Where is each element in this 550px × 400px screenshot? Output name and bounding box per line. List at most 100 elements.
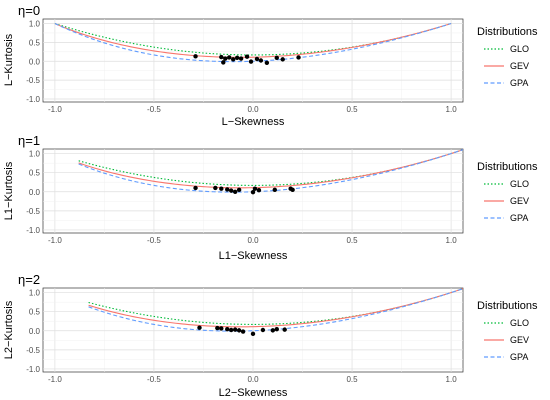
y-tick-label: -0.5 xyxy=(26,76,40,85)
panel-eta-0: η=0 -1.0 -0.5 0.0 0.5 1.0 -1.0 -0.5 0.0 … xyxy=(3,3,538,128)
sample-point xyxy=(197,325,202,330)
sample-point xyxy=(238,56,244,61)
grid-lines xyxy=(43,19,463,102)
y-tick-label: -1.0 xyxy=(26,226,40,235)
y-tick-label: 0.0 xyxy=(29,57,41,66)
x-tick-label: -1.0 xyxy=(48,375,62,384)
panel-eta-2: η=2 -1.0 -0.5 0.0 0.5 1.0 -1.0 -0.5 0.0 … xyxy=(3,272,538,399)
x-tick-labels: -1.0 -0.5 0.0 0.5 1.0 xyxy=(48,105,457,114)
sample-point xyxy=(282,327,287,332)
sample-point xyxy=(223,56,228,61)
legend-label-gpa: GPA xyxy=(510,213,528,223)
sample-point xyxy=(225,187,230,192)
sample-point xyxy=(258,58,264,63)
sample-point xyxy=(260,327,266,333)
y-tick-label: 0.5 xyxy=(29,38,41,47)
sample-point xyxy=(280,57,285,62)
y-tick-label: -0.5 xyxy=(26,207,40,216)
sample-point xyxy=(193,54,198,59)
x-tick-labels: -1.0 -0.5 0.0 0.5 1.0 xyxy=(48,375,457,384)
sample-point xyxy=(270,328,276,333)
y-tick-label: 1.0 xyxy=(29,289,41,298)
curve-gpa xyxy=(78,149,464,193)
sample-point xyxy=(219,186,224,191)
legend: Distributions GLO GEV GPA xyxy=(477,161,538,223)
grid-lines xyxy=(43,288,463,372)
y-axis-label: L1−Kurtosis xyxy=(3,161,15,220)
legend-title: Distributions xyxy=(477,300,538,312)
x-tick-label: 0.0 xyxy=(247,105,259,114)
x-tick-label: -1.0 xyxy=(48,105,62,114)
sample-point xyxy=(213,185,218,191)
sample-point xyxy=(240,329,246,334)
sample-point xyxy=(221,60,226,65)
sample-point xyxy=(296,55,301,60)
sample-point xyxy=(274,55,279,61)
sample-point xyxy=(230,57,236,62)
curve-gev xyxy=(88,288,464,328)
y-tick-label: -1.0 xyxy=(26,365,40,374)
sample-point xyxy=(232,327,238,332)
x-tick-label: 0.0 xyxy=(247,375,259,384)
x-tick-label: -1.0 xyxy=(48,236,62,245)
sample-point xyxy=(236,328,242,333)
sample-point xyxy=(215,325,220,331)
sample-points xyxy=(193,54,301,65)
y-tick-label: 0.5 xyxy=(29,308,41,317)
sample-point xyxy=(193,185,198,191)
legend-label-gpa: GPA xyxy=(510,352,528,362)
x-axis-label: L−Skewness xyxy=(222,116,285,128)
sample-point xyxy=(236,187,242,193)
legend-label-gpa: GPA xyxy=(510,78,528,88)
x-tick-label: 0.5 xyxy=(346,105,358,114)
sample-point xyxy=(254,56,260,62)
legend: Distributions GLO GEV GPA xyxy=(477,26,538,88)
sample-points xyxy=(193,185,295,195)
panel-title: η=2 xyxy=(18,272,40,287)
sample-point xyxy=(256,188,262,193)
y-tick-label: 1.0 xyxy=(29,20,41,29)
x-tick-label: -0.5 xyxy=(147,105,161,114)
y-tick-labels: -1.0 -0.5 0.0 0.5 1.0 xyxy=(26,150,40,235)
legend-label-gev: GEV xyxy=(510,335,529,345)
curve-gev xyxy=(78,149,464,189)
x-tick-label: -0.5 xyxy=(147,375,161,384)
sample-point xyxy=(229,327,234,333)
sample-point xyxy=(227,55,232,60)
x-tick-label: -0.5 xyxy=(147,236,161,245)
legend-label-gev: GEV xyxy=(510,196,529,206)
sample-point xyxy=(252,186,258,191)
distribution-curves xyxy=(78,149,464,193)
legend-label-gev: GEV xyxy=(510,61,529,71)
sample-point xyxy=(274,327,279,332)
sample-points xyxy=(197,325,287,337)
legend-label-glo: GLO xyxy=(510,318,529,328)
sample-point xyxy=(248,59,254,64)
x-tick-label: 1.0 xyxy=(446,375,458,384)
panel-title: η=1 xyxy=(18,133,40,148)
y-axis-label: L2−Kurtosis xyxy=(3,300,15,359)
y-tick-label: -1.0 xyxy=(26,95,40,104)
y-tick-labels: -1.0 -0.5 0.0 0.5 1.0 xyxy=(26,289,40,374)
x-tick-label: 0.5 xyxy=(346,236,358,245)
panel-eta-1: η=1 -1.0 -0.5 0.0 0.5 1.0 -1.0 -0.5 0.0 … xyxy=(3,133,538,262)
sample-point xyxy=(264,60,270,65)
x-tick-label: 1.0 xyxy=(446,236,458,245)
x-axis-label: L2−Skewness xyxy=(219,387,288,399)
sample-point xyxy=(219,54,224,60)
y-tick-label: 1.0 xyxy=(29,150,41,159)
sample-point xyxy=(250,189,256,195)
sample-point xyxy=(244,54,250,59)
y-tick-label: 0.0 xyxy=(29,327,41,336)
sample-point xyxy=(272,187,277,193)
curve-gev xyxy=(54,22,452,58)
x-tick-label: 0.0 xyxy=(247,236,259,245)
sample-point xyxy=(225,327,230,332)
legend: Distributions GLO GEV GPA xyxy=(477,300,538,362)
y-axis-label: L−Kurtosis xyxy=(3,33,15,86)
y-tick-labels: -1.0 -0.5 0.0 0.5 1.0 xyxy=(26,20,40,104)
legend-label-glo: GLO xyxy=(510,44,529,54)
legend-title: Distributions xyxy=(477,161,538,173)
legend-label-glo: GLO xyxy=(510,179,529,189)
